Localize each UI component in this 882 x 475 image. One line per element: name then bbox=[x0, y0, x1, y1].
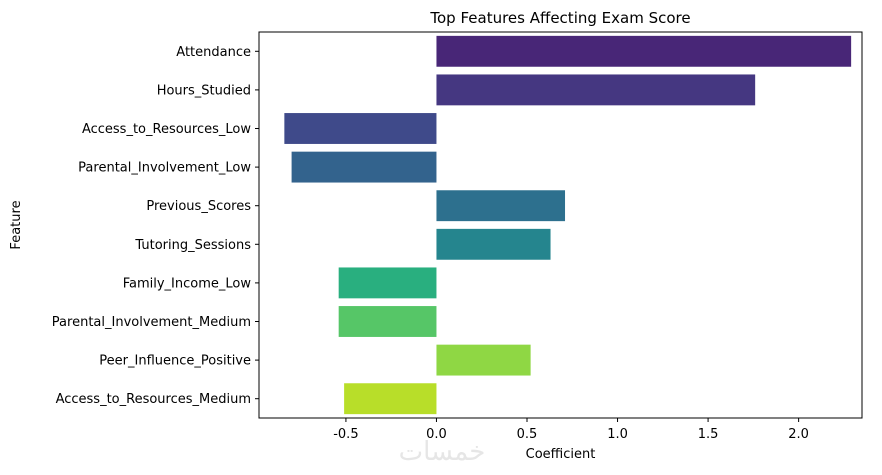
y-tick-label: Tutoring_Sessions bbox=[134, 238, 251, 253]
y-tick-label: Parental_Involvement_Medium bbox=[52, 315, 251, 330]
y-tick-label: Previous_Scores bbox=[146, 199, 251, 214]
x-tick-label: 1.0 bbox=[607, 427, 628, 442]
y-tick-label: Parental_Involvement_Low bbox=[78, 161, 251, 176]
x-tick-label: 1.5 bbox=[698, 427, 719, 442]
y-tick-label: Access_to_Resources_Low bbox=[82, 122, 251, 137]
bar-parental-involvement-low bbox=[291, 151, 437, 183]
x-axis-label: Coefficient bbox=[526, 447, 596, 462]
y-axis-label: Feature bbox=[9, 200, 24, 249]
chart-title: Top Features Affecting Exam Score bbox=[429, 9, 690, 27]
x-tick-label: 0.5 bbox=[517, 427, 538, 442]
plot-frame bbox=[258, 31, 863, 419]
y-tick-label: Peer_Influence_Positive bbox=[99, 354, 251, 369]
y-tick-label: Attendance bbox=[176, 45, 251, 60]
bar-tutoring-sessions bbox=[436, 228, 551, 260]
bars-group bbox=[284, 35, 852, 415]
bar-parental-involvement-medium bbox=[338, 306, 437, 337]
watermark: خمسات bbox=[399, 437, 486, 467]
x-tick-label: 2.0 bbox=[788, 427, 809, 442]
bar-access-to-resources-medium bbox=[344, 383, 437, 415]
x-tick-label: 0.0 bbox=[426, 427, 447, 442]
bar-access-to-resources-low bbox=[284, 113, 437, 144]
bar-family-income-low bbox=[338, 267, 437, 299]
bar-hours-studied bbox=[436, 74, 756, 106]
bar-previous-scores bbox=[436, 190, 566, 222]
y-tick-label: Hours_Studied bbox=[157, 83, 251, 98]
y-ticks-group: Attendance Hours_Studied Access_to_Resourc… bbox=[52, 45, 259, 407]
bar-peer-influence-positive bbox=[436, 344, 531, 376]
x-ticks-group: -0.5 0.0 0.5 1.0 1.5 2.0 bbox=[333, 418, 809, 442]
x-tick-label: -0.5 bbox=[333, 427, 358, 442]
y-tick-label: Access_to_Resources_Medium bbox=[56, 392, 251, 407]
y-tick-label: Family_Income_Low bbox=[123, 276, 252, 291]
bar-attendance bbox=[436, 35, 852, 67]
